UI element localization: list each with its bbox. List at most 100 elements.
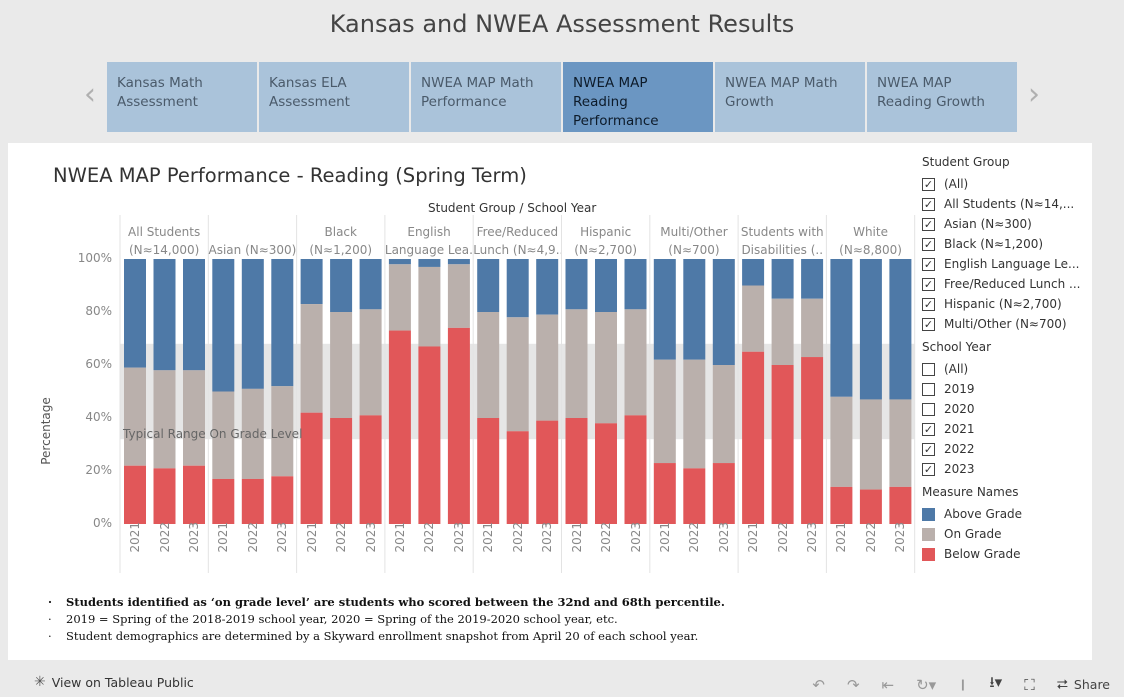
revert-icon[interactable]: ⇤ xyxy=(881,675,895,694)
checkbox[interactable] xyxy=(922,402,935,416)
bar-below-grade[interactable] xyxy=(477,418,500,524)
bar-on-grade[interactable] xyxy=(595,312,617,424)
redo-icon[interactable]: ↷ xyxy=(846,675,860,694)
checkbox[interactable]: ✓ xyxy=(922,317,935,331)
bar-above-grade[interactable] xyxy=(771,259,794,299)
checkbox[interactable]: ✓ xyxy=(922,197,935,211)
bar-above-grade[interactable] xyxy=(447,259,470,265)
tab-2[interactable]: NWEA MAP Math Performance xyxy=(411,62,561,132)
bar-above-grade[interactable] xyxy=(742,259,765,286)
bar-above-grade[interactable] xyxy=(889,259,912,400)
checkbox[interactable]: ✓ xyxy=(922,297,935,311)
bar-on-grade[interactable] xyxy=(506,317,529,432)
bar-below-grade[interactable] xyxy=(418,346,441,524)
bar-on-grade[interactable] xyxy=(271,386,294,477)
bar-below-grade[interactable] xyxy=(447,327,470,524)
legend-item[interactable]: Above Grade xyxy=(922,504,1082,524)
bar-above-grade[interactable] xyxy=(330,259,353,312)
bar-on-grade[interactable] xyxy=(300,304,323,413)
legend-item[interactable]: Below Grade xyxy=(922,544,1082,564)
tab-3[interactable]: NWEA MAP Reading Performance xyxy=(563,62,713,132)
bar-below-grade[interactable] xyxy=(271,476,294,524)
bar-on-grade[interactable] xyxy=(742,285,765,352)
tab-0[interactable]: Kansas Math Assessment xyxy=(107,62,257,132)
checkbox[interactable]: ✓ xyxy=(922,177,935,191)
bar-on-grade[interactable] xyxy=(418,266,441,347)
bar-above-grade[interactable] xyxy=(153,259,176,371)
school-year-option[interactable]: 2020 xyxy=(922,399,1082,419)
bar-below-grade[interactable] xyxy=(771,365,794,524)
chevron-right-icon[interactable]: › xyxy=(1028,77,1040,112)
bar-on-grade[interactable] xyxy=(447,264,470,328)
bar-above-grade[interactable] xyxy=(300,259,323,305)
bar-above-grade[interactable] xyxy=(595,259,617,312)
bar-on-grade[interactable] xyxy=(653,359,676,464)
bar-below-grade[interactable] xyxy=(889,486,912,524)
bar-above-grade[interactable] xyxy=(212,259,235,392)
bar-on-grade[interactable] xyxy=(801,298,824,358)
bar-above-grade[interactable] xyxy=(359,259,382,310)
student-group-option[interactable]: ✓ Multi/Other (N≈700) xyxy=(922,314,1082,334)
bar-below-grade[interactable] xyxy=(359,415,382,524)
bar-below-grade[interactable] xyxy=(683,468,706,524)
legend-item[interactable]: On Grade xyxy=(922,524,1082,544)
bar-below-grade[interactable] xyxy=(212,478,235,524)
checkbox[interactable]: ✓ xyxy=(922,442,935,456)
bar-below-grade[interactable] xyxy=(506,431,529,524)
bar-below-grade[interactable] xyxy=(183,465,205,524)
checkbox[interactable]: ✓ xyxy=(922,277,935,291)
bar-below-grade[interactable] xyxy=(536,420,559,524)
bar-above-grade[interactable] xyxy=(418,259,441,267)
bar-above-grade[interactable] xyxy=(271,259,294,387)
school-year-option[interactable]: 2019 xyxy=(922,379,1082,399)
bar-above-grade[interactable] xyxy=(183,259,205,371)
bar-below-grade[interactable] xyxy=(830,486,853,524)
bar-on-grade[interactable] xyxy=(859,399,882,490)
bar-below-grade[interactable] xyxy=(124,465,146,524)
view-on-tableau-link[interactable]: ✳ View on Tableau Public xyxy=(34,674,194,690)
bar-above-grade[interactable] xyxy=(624,259,647,310)
tab-4[interactable]: NWEA MAP Math Growth xyxy=(715,62,865,132)
bar-below-grade[interactable] xyxy=(565,418,588,524)
student-group-option[interactable]: ✓ (All) xyxy=(922,174,1082,194)
bar-below-grade[interactable] xyxy=(330,418,353,524)
bar-on-grade[interactable] xyxy=(183,370,205,466)
bar-above-grade[interactable] xyxy=(565,259,588,310)
bar-on-grade[interactable] xyxy=(212,391,235,479)
bar-on-grade[interactable] xyxy=(771,298,794,365)
checkbox[interactable]: ✓ xyxy=(922,237,935,251)
refresh-icon[interactable]: ↻▾ xyxy=(916,675,937,694)
bar-on-grade[interactable] xyxy=(124,367,146,466)
student-group-option[interactable]: ✓ All Students (N≈14,... xyxy=(922,194,1082,214)
tab-5[interactable]: NWEA MAP Reading Growth xyxy=(867,62,1017,132)
school-year-option[interactable]: (All) xyxy=(922,359,1082,379)
bar-below-grade[interactable] xyxy=(653,463,676,524)
bar-below-grade[interactable] xyxy=(624,415,647,524)
bar-below-grade[interactable] xyxy=(595,423,617,524)
bar-below-grade[interactable] xyxy=(712,463,735,524)
bar-on-grade[interactable] xyxy=(624,309,647,416)
bar-above-grade[interactable] xyxy=(388,259,411,265)
checkbox[interactable]: ✓ xyxy=(922,462,935,476)
bar-above-grade[interactable] xyxy=(124,259,146,368)
bar-below-grade[interactable] xyxy=(742,351,765,524)
school-year-option[interactable]: ✓ 2022 xyxy=(922,439,1082,459)
bar-below-grade[interactable] xyxy=(153,468,176,524)
bar-below-grade[interactable] xyxy=(241,478,264,524)
download-icon[interactable]: ⭳▾ xyxy=(989,673,1003,691)
fullscreen-icon[interactable]: ⛶ xyxy=(1024,675,1035,694)
chevron-left-icon[interactable]: ‹ xyxy=(84,77,96,112)
bar-below-grade[interactable] xyxy=(300,412,323,524)
bar-on-grade[interactable] xyxy=(153,370,176,469)
bar-above-grade[interactable] xyxy=(653,259,676,360)
bar-on-grade[interactable] xyxy=(388,264,411,331)
bar-below-grade[interactable] xyxy=(388,330,411,524)
bar-on-grade[interactable] xyxy=(536,314,559,421)
undo-icon[interactable]: ↶ xyxy=(812,675,825,694)
bar-on-grade[interactable] xyxy=(359,309,382,416)
bar-above-grade[interactable] xyxy=(536,259,559,315)
school-year-option[interactable]: ✓ 2021 xyxy=(922,419,1082,439)
school-year-option[interactable]: ✓ 2023 xyxy=(922,459,1082,479)
pause-icon[interactable]: ❙ xyxy=(958,678,968,691)
checkbox[interactable]: ✓ xyxy=(922,217,935,231)
